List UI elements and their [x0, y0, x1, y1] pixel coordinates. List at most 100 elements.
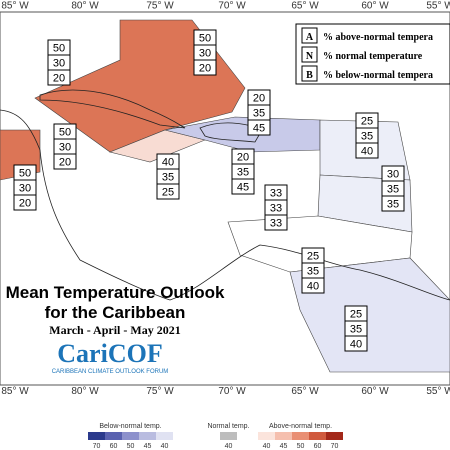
longitude-label: 70° W — [218, 386, 246, 397]
probability-cell — [47, 69, 71, 86]
probability-value: 40 — [162, 157, 174, 169]
colorbar-tick: 40 — [161, 443, 169, 450]
title: for the Caribbean — [45, 303, 186, 322]
region — [289, 257, 450, 373]
probability-value: 50 — [199, 33, 211, 45]
key-letter-box — [301, 65, 318, 82]
probability-value: 35 — [350, 324, 362, 336]
probability-box: 50 30 20 — [53, 123, 77, 170]
coast-outline — [0, 109, 450, 301]
probability-cell — [301, 277, 325, 294]
probability-cell — [231, 178, 255, 195]
longitude-label: 70° W — [218, 1, 246, 12]
colorbar-swatch — [156, 432, 173, 440]
probability-cell — [355, 142, 379, 159]
colorbar-label: Above-normal temp. — [269, 423, 332, 430]
probability-value: 20 — [253, 93, 265, 105]
probability-value: 25 — [350, 309, 362, 321]
probability-cell — [156, 183, 180, 200]
probability-value: 25 — [162, 187, 174, 199]
probability-box: 50 30 20 — [193, 29, 217, 76]
probability-cell — [53, 153, 77, 170]
probability-value: 20 — [19, 198, 31, 210]
cuba-outline — [39, 89, 186, 129]
colorbar-tick: 40 — [263, 443, 271, 450]
logo-tagline: CARIBBEAN CLIMATE OUTLOOK FORUM — [52, 369, 169, 375]
longitude-label: 75° W — [146, 1, 174, 12]
probability-box: 25 35 40 — [355, 112, 379, 159]
probability-value: 35 — [387, 199, 399, 211]
probability-value: 25 — [307, 251, 319, 263]
key-letter-box — [301, 46, 318, 63]
colorbar-tick: 40 — [225, 443, 233, 450]
probability-value: 35 — [237, 167, 249, 179]
probability-cell — [381, 195, 405, 212]
probability-value: 50 — [53, 43, 65, 55]
colorbar-tick: 70 — [331, 443, 339, 450]
probability-value: 20 — [199, 63, 211, 75]
longitude-label: 65° W — [291, 386, 319, 397]
key-text: % normal temperature — [323, 51, 423, 62]
probability-value: 33 — [270, 203, 282, 215]
key-letter: N — [306, 51, 314, 62]
probability-value: 30 — [53, 58, 65, 70]
longitude-label: 55° W — [426, 386, 450, 397]
probability-cell — [264, 214, 288, 231]
key-letter: A — [306, 32, 314, 43]
probability-box: 40 35 25 — [156, 153, 180, 200]
probability-cell — [13, 194, 37, 211]
probability-value: 20 — [53, 73, 65, 85]
longitude-label: 80° W — [71, 1, 99, 12]
probability-box: 20 35 45 — [231, 148, 255, 195]
colorbar-label: Below-normal temp. — [99, 423, 161, 430]
colorbar-swatch — [122, 432, 139, 440]
probability-value: 40 — [361, 146, 373, 158]
key: A % above-normal tempera N % normal tempera… — [295, 23, 450, 85]
longitude-label: 85° W — [1, 1, 29, 12]
probability-cell — [344, 335, 368, 352]
probability-cell — [247, 119, 271, 136]
colorbar-swatch — [292, 432, 309, 440]
longitude-label: 55° W — [426, 1, 450, 12]
probability-value: 35 — [162, 172, 174, 184]
probability-value: 45 — [253, 123, 265, 135]
probability-value: 30 — [387, 169, 399, 181]
colorbar-swatch — [258, 432, 275, 440]
logo: CariCOF — [57, 339, 162, 368]
probability-value: 30 — [199, 48, 211, 60]
probability-value: 35 — [361, 131, 373, 143]
longitude-label: 85° W — [1, 386, 29, 397]
probability-value: 33 — [270, 218, 282, 230]
probability-cell — [193, 59, 217, 76]
colorbar-label: Normal temp. — [207, 423, 249, 430]
probability-value: 40 — [307, 281, 319, 293]
probability-box: 33 33 33 — [264, 184, 288, 231]
longitude-label: 65° W — [291, 1, 319, 12]
colorbar-tick: 45 — [280, 443, 288, 450]
probability-value: 30 — [59, 142, 71, 154]
probability-value: 50 — [59, 127, 71, 139]
probability-value: 35 — [253, 108, 265, 120]
colorbar-swatch — [309, 432, 326, 440]
period: March - April - May 2021 — [49, 323, 180, 337]
colorbar-tick: 70 — [93, 443, 101, 450]
probability-box: 25 35 40 — [344, 305, 368, 352]
probability-value: 20 — [59, 157, 71, 169]
probability-value: 20 — [237, 152, 249, 164]
key-text: % below-normal tempera — [323, 70, 433, 81]
key-letter-box — [301, 27, 318, 44]
colorbar-tick: 60 — [314, 443, 322, 450]
probability-box: 25 35 40 — [301, 247, 325, 294]
longitude-label: 60° W — [361, 386, 389, 397]
colorbar-tick: 50 — [127, 443, 135, 450]
colorbar-tick: 45 — [144, 443, 152, 450]
key-frame — [295, 23, 450, 85]
hispaniola-outline — [199, 122, 263, 143]
probability-value: 45 — [237, 182, 249, 194]
colorbar-swatch — [139, 432, 156, 440]
probability-value: 50 — [19, 168, 31, 180]
colorbar-swatch — [326, 432, 343, 440]
longitude-label: 60° W — [361, 1, 389, 12]
probability-box: 20 35 45 — [247, 89, 271, 136]
